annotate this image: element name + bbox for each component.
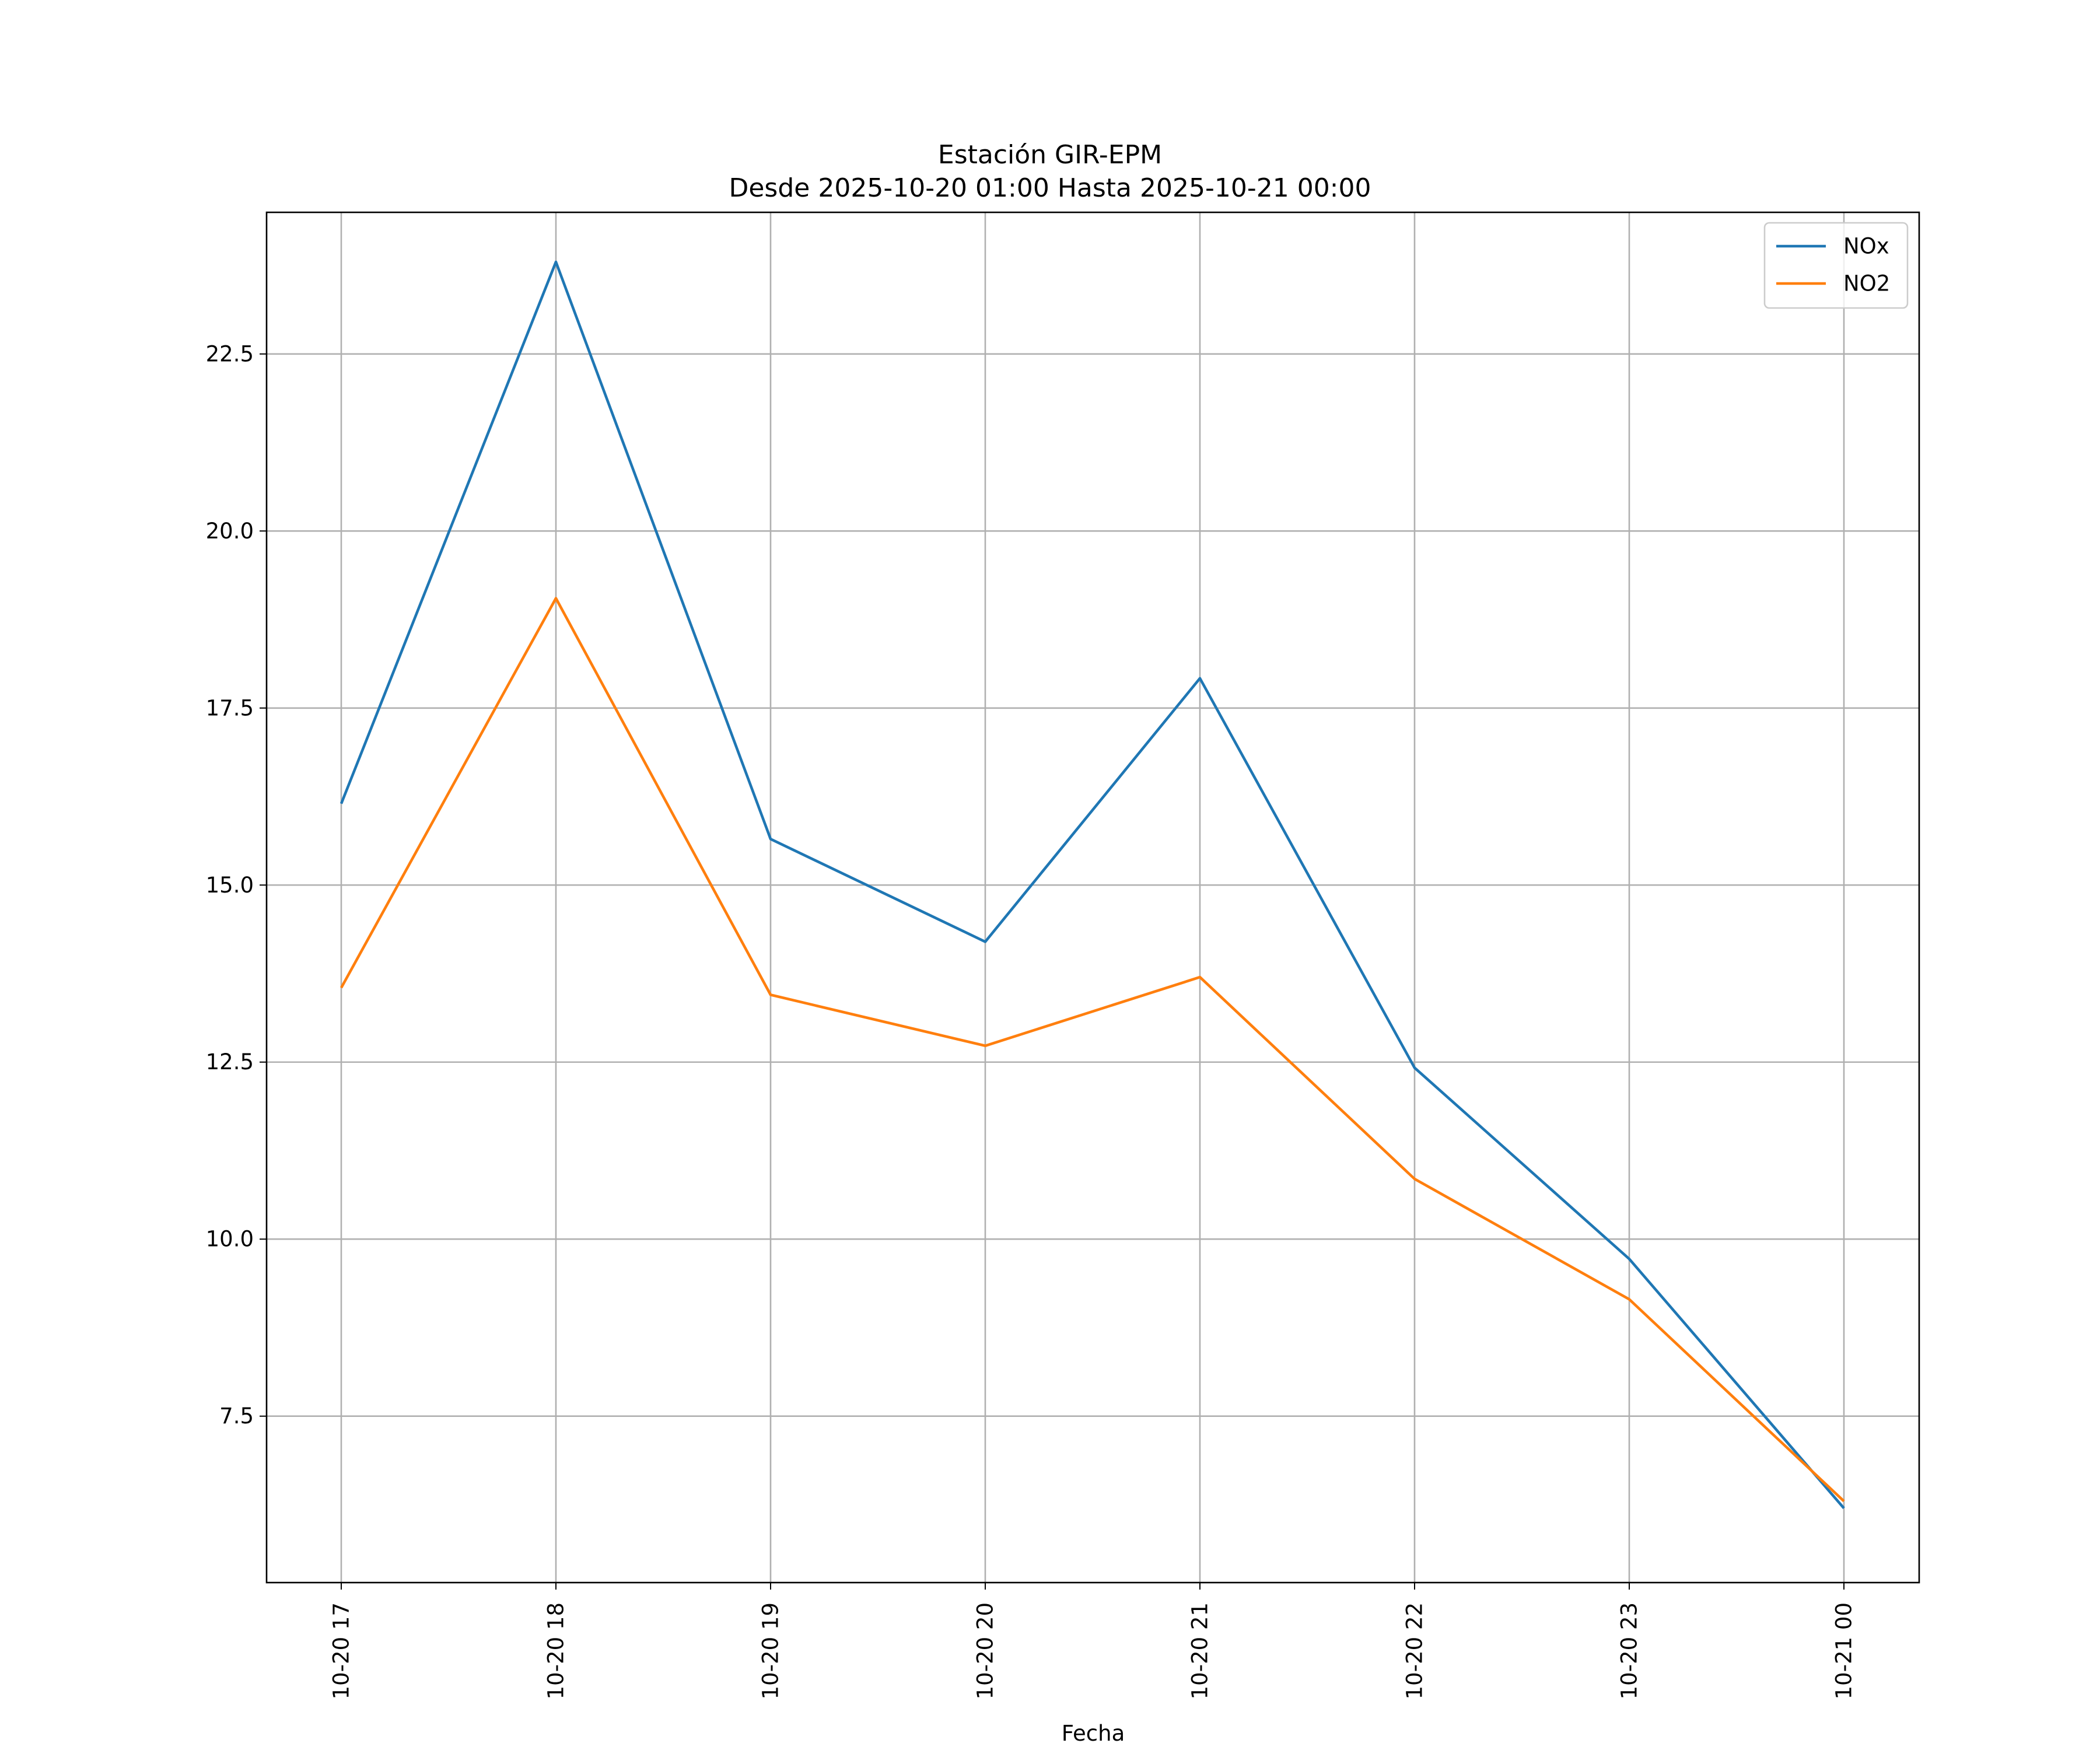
- x-tick-label: 10-20 23: [1617, 1602, 1642, 1699]
- x-tick-label: 10-20 19: [758, 1602, 783, 1699]
- x-tick-label: 10-20 17: [329, 1602, 354, 1699]
- series-layer: [340, 260, 1845, 1510]
- legend-box: [1763, 222, 1909, 309]
- y-tick-label: 15.0: [206, 873, 254, 898]
- x-tick-label: 10-20 20: [973, 1602, 998, 1699]
- y-tick-label: 7.5: [219, 1404, 254, 1429]
- x-tick-label: 10-20 22: [1402, 1602, 1427, 1699]
- y-tick-label: 17.5: [206, 695, 254, 720]
- chart-title: Estación GIR-EPM: [938, 140, 1162, 170]
- legend-label-no2: NO2: [1843, 271, 1890, 296]
- y-tick-label: 20.0: [206, 519, 254, 544]
- grid: [267, 212, 1919, 1583]
- legend: NOx NO2: [1763, 222, 1909, 309]
- x-tick-label: 10-21 00: [1832, 1602, 1857, 1699]
- series-line-no2: [340, 597, 1845, 1503]
- series-line-nox: [340, 260, 1845, 1510]
- y-tick-label: 22.5: [206, 341, 254, 366]
- legend-label-nox: NOx: [1843, 234, 1889, 259]
- axis-ticks: 10-20 17 10-20 18 10-20 19 10-20 20 10-20 21…: [206, 341, 1857, 1699]
- y-tick-label: 10.0: [206, 1227, 254, 1252]
- y-tick-label: 12.5: [206, 1049, 254, 1074]
- x-tick-label: 10-20 18: [544, 1602, 569, 1699]
- x-axis-label: Fecha: [1062, 1721, 1125, 1746]
- plot-frame: [265, 211, 1920, 1584]
- x-tick-label: 10-20 21: [1188, 1602, 1213, 1699]
- chart-subtitle: Desde 2025-10-20 01:00 Hasta 2025-10-21 …: [729, 173, 1371, 203]
